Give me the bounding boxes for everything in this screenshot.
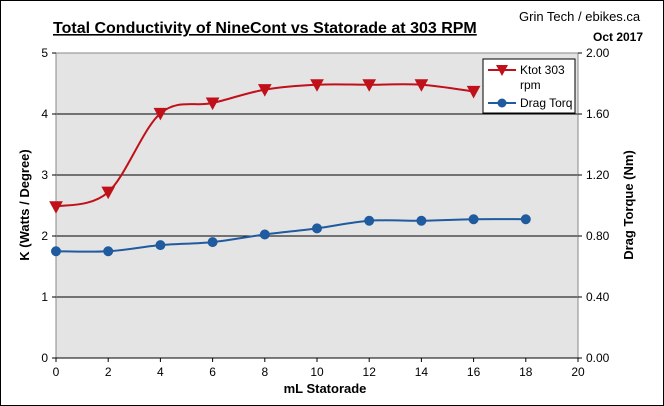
x-tick-label: 8 <box>261 365 268 379</box>
legend-marker-ktot <box>496 65 508 76</box>
y-left-tick-label: 0 <box>41 351 48 365</box>
data-point-drag-torque <box>259 229 270 240</box>
chart-title: Total Conductivity of NineCont vs Stator… <box>53 20 477 37</box>
legend-marker-drag <box>497 98 507 108</box>
y-left-tick-label: 1 <box>41 290 48 304</box>
x-tick-label: 16 <box>467 365 481 379</box>
y-right-tick-label: 0.80 <box>586 229 610 243</box>
data-point-ktot <box>153 107 168 121</box>
x-tick-label: 0 <box>53 365 60 379</box>
data-point-drag-torque <box>312 223 322 234</box>
x-tick-label: 12 <box>363 365 377 379</box>
data-point-drag-torque <box>468 214 479 225</box>
y-right-tick-label: 0.40 <box>586 290 610 304</box>
y-right-tick-label: 0.00 <box>586 351 610 365</box>
plot-area: 0 2 4 6 8 10 12 14 16 18 200123450.000.400.801.201… <box>41 46 609 379</box>
data-point-drag-torque <box>155 240 166 251</box>
series-line-2 <box>55 218 526 253</box>
data-point-drag-torque <box>51 246 61 257</box>
y-right-tick-label: 2.00 <box>586 46 610 60</box>
data-point-ktot <box>362 79 377 92</box>
x-tick-label: 14 <box>415 365 429 379</box>
data-point-drag-torque <box>207 237 218 248</box>
data-point-ktot <box>310 79 324 92</box>
data-point-drag-torque <box>416 215 427 226</box>
x-axis-label: mL Statorade <box>284 381 367 396</box>
x-tick-label: 10 <box>310 365 324 379</box>
data-point-ktot <box>466 85 481 99</box>
y-left-tick-label: 3 <box>41 168 48 182</box>
x-tick-label: 4 <box>157 365 164 379</box>
y-right-tick-label: 1.20 <box>586 168 610 182</box>
y-left-tick-label: 5 <box>41 46 48 60</box>
legend-label-drag: Drag Torq <box>520 96 572 110</box>
data-point-drag-torque <box>520 214 531 225</box>
y-left-tick-label: 2 <box>41 229 48 243</box>
legend-label-ktot: Ktot 303 <box>520 63 565 77</box>
data-point-ktot <box>414 79 429 92</box>
data-point-ktot <box>101 186 116 200</box>
x-tick-label: 20 <box>571 365 585 379</box>
y-right-tick-label: 1.60 <box>586 107 610 121</box>
legend-label-ktot-line2: rpm <box>520 78 541 92</box>
data-point-ktot <box>257 84 272 97</box>
chart-date: Oct 2017 <box>593 30 643 44</box>
data-point-ktot <box>49 201 63 214</box>
y-left-tick-label: 4 <box>41 107 48 121</box>
x-tick-label: 6 <box>209 365 216 379</box>
y-left-axis-label: K (Watts / Degree) <box>17 149 32 260</box>
y-right-axis-label: Drag Torque (Nm) <box>621 150 636 260</box>
data-point-drag-torque <box>364 215 375 226</box>
data-point-drag-torque <box>103 246 114 257</box>
x-tick-label: 2 <box>105 365 112 379</box>
chart-credit: Grin Tech / ebikes.ca <box>519 9 641 24</box>
data-point-ktot <box>205 97 220 111</box>
x-tick-label: 18 <box>519 365 533 379</box>
